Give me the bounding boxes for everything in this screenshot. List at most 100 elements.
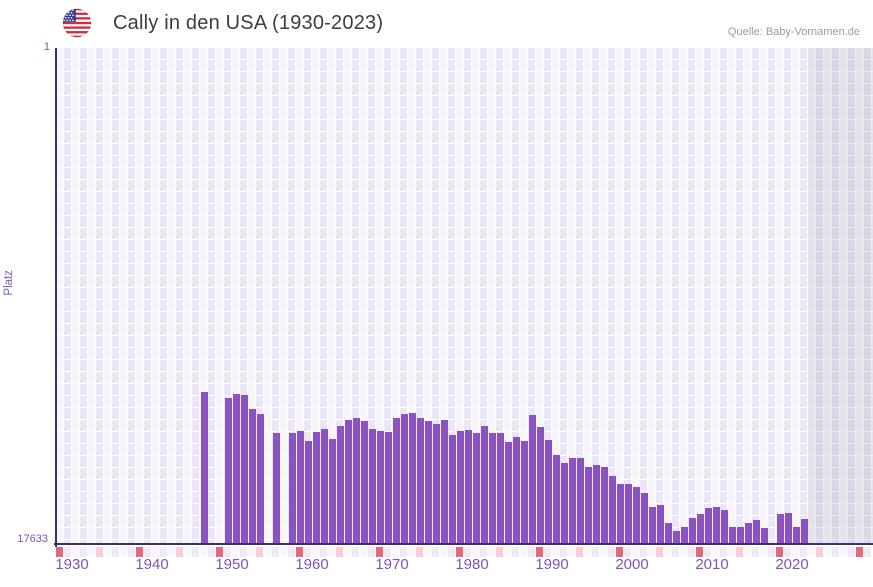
rank-bar-1980[interactable] — [457, 431, 464, 545]
rank-bar-2014[interactable] — [729, 527, 736, 545]
rank-bar-1974[interactable] — [409, 413, 416, 545]
strip-cell — [792, 547, 799, 557]
rank-bar-1995[interactable] — [577, 457, 584, 545]
future-years-shade — [808, 48, 873, 545]
rank-bar-2005[interactable] — [657, 504, 664, 545]
rank-bar-2011[interactable] — [705, 507, 712, 545]
strip-cell — [400, 547, 407, 557]
rank-bar-1967[interactable] — [353, 418, 360, 545]
rank-bar-1962[interactable] — [313, 431, 320, 545]
strip-cell — [208, 547, 215, 557]
rank-bar-1999[interactable] — [609, 476, 616, 545]
x-tick-2010: 2010 — [695, 556, 729, 573]
strip-cell — [848, 547, 855, 557]
rank-bar-2022[interactable] — [793, 526, 800, 545]
rank-bar-2013[interactable] — [721, 509, 728, 545]
rank-bar-1996[interactable] — [585, 467, 592, 545]
rank-bar-1948[interactable] — [201, 392, 208, 545]
rank-bar-2002[interactable] — [633, 487, 640, 545]
rank-bar-1994[interactable] — [569, 458, 576, 545]
strip-cell — [312, 547, 319, 557]
rank-bar-1988[interactable] — [521, 440, 528, 545]
rank-bar-2009[interactable] — [689, 518, 696, 545]
rank-bar-2000[interactable] — [617, 484, 624, 545]
rank-bar-1990[interactable] — [537, 427, 544, 545]
x-tick-1990: 1990 — [535, 556, 569, 573]
rank-bar-2020[interactable] — [777, 514, 784, 545]
strip-cell — [600, 547, 607, 557]
rank-bar-1972[interactable] — [393, 418, 400, 545]
rank-bar-1989[interactable] — [529, 415, 536, 545]
rank-bar-1998[interactable] — [601, 467, 608, 545]
rank-bar-2004[interactable] — [649, 507, 656, 545]
rank-bar-2015[interactable] — [737, 526, 744, 545]
y-axis-line — [55, 48, 57, 547]
marker-cell-2025 — [816, 547, 823, 557]
strip-cell — [424, 547, 431, 557]
rank-bar-1965[interactable] — [337, 425, 344, 545]
rank-bar-1957[interactable] — [273, 432, 280, 545]
rank-bar-2007[interactable] — [673, 530, 680, 545]
strip-cell — [72, 547, 79, 557]
rank-bar-1977[interactable] — [433, 423, 440, 545]
rank-bar-1952[interactable] — [233, 393, 240, 545]
strip-cell — [832, 547, 839, 557]
y-axis-bottom-tick: 17633 — [17, 533, 48, 545]
rank-bar-1969[interactable] — [369, 428, 376, 545]
rank-bar-1991[interactable] — [545, 440, 552, 545]
rank-bar-2018[interactable] — [761, 528, 768, 545]
x-tick-1970: 1970 — [375, 556, 409, 573]
rank-bar-2001[interactable] — [625, 484, 632, 545]
rank-bar-1985[interactable] — [497, 432, 504, 545]
rank-bar-2017[interactable] — [753, 519, 760, 545]
source-credit: Quelle: Baby-Vornamen.de — [727, 26, 860, 38]
rank-bar-2012[interactable] — [713, 507, 720, 545]
rank-bar-1970[interactable] — [377, 431, 384, 545]
rank-bar-2008[interactable] — [681, 526, 688, 545]
rank-bar-1981[interactable] — [465, 429, 472, 545]
rank-bar-1968[interactable] — [361, 421, 368, 545]
x-tick-2000: 2000 — [615, 556, 649, 573]
rank-bar-1960[interactable] — [297, 430, 304, 545]
strip-cell — [304, 547, 311, 557]
rank-bar-1973[interactable] — [401, 414, 408, 545]
marker-cell-1985 — [496, 547, 503, 557]
rank-bar-1966[interactable] — [345, 420, 352, 545]
rank-bar-2003[interactable] — [641, 493, 648, 545]
rank-bar-1964[interactable] — [329, 439, 336, 545]
rank-bar-1997[interactable] — [593, 464, 600, 545]
strip-cell — [464, 547, 471, 557]
rank-bar-1982[interactable] — [473, 433, 480, 545]
rank-bar-1951[interactable] — [225, 398, 232, 545]
rank-bar-1955[interactable] — [257, 413, 264, 545]
rank-bar-1963[interactable] — [321, 429, 328, 545]
rank-bar-1993[interactable] — [561, 463, 568, 545]
rank-bar-1979[interactable] — [449, 434, 456, 545]
rank-bar-2006[interactable] — [665, 522, 672, 545]
rank-bar-1992[interactable] — [553, 455, 560, 545]
rank-bar-1984[interactable] — [489, 433, 496, 545]
rank-bar-1975[interactable] — [417, 418, 424, 545]
rank-bar-1983[interactable] — [481, 426, 488, 545]
rank-bar-1978[interactable] — [441, 420, 448, 545]
rank-bar-2016[interactable] — [745, 523, 752, 545]
rank-bar-2010[interactable] — [697, 513, 704, 545]
usa-flag-icon — [62, 8, 92, 38]
rank-bar-1976[interactable] — [425, 421, 432, 545]
strip-cell — [88, 547, 95, 557]
rank-bar-2021[interactable] — [785, 513, 792, 545]
rank-bar-1971[interactable] — [385, 431, 392, 545]
rank-bar-1954[interactable] — [249, 409, 256, 545]
rank-bar-1959[interactable] — [289, 432, 296, 545]
y-axis-label: Platz — [3, 270, 15, 296]
rank-bar-1986[interactable] — [505, 441, 512, 545]
marker-cell-1930 — [56, 547, 63, 557]
rank-bar-2023[interactable] — [801, 518, 808, 545]
strip-cell — [152, 547, 159, 557]
rank-bar-1953[interactable] — [241, 395, 248, 545]
marker-cell-2005 — [656, 547, 663, 557]
strip-cell — [632, 547, 639, 557]
strip-cell — [144, 547, 151, 557]
rank-bar-1961[interactable] — [305, 440, 312, 545]
rank-bar-1987[interactable] — [513, 436, 520, 545]
